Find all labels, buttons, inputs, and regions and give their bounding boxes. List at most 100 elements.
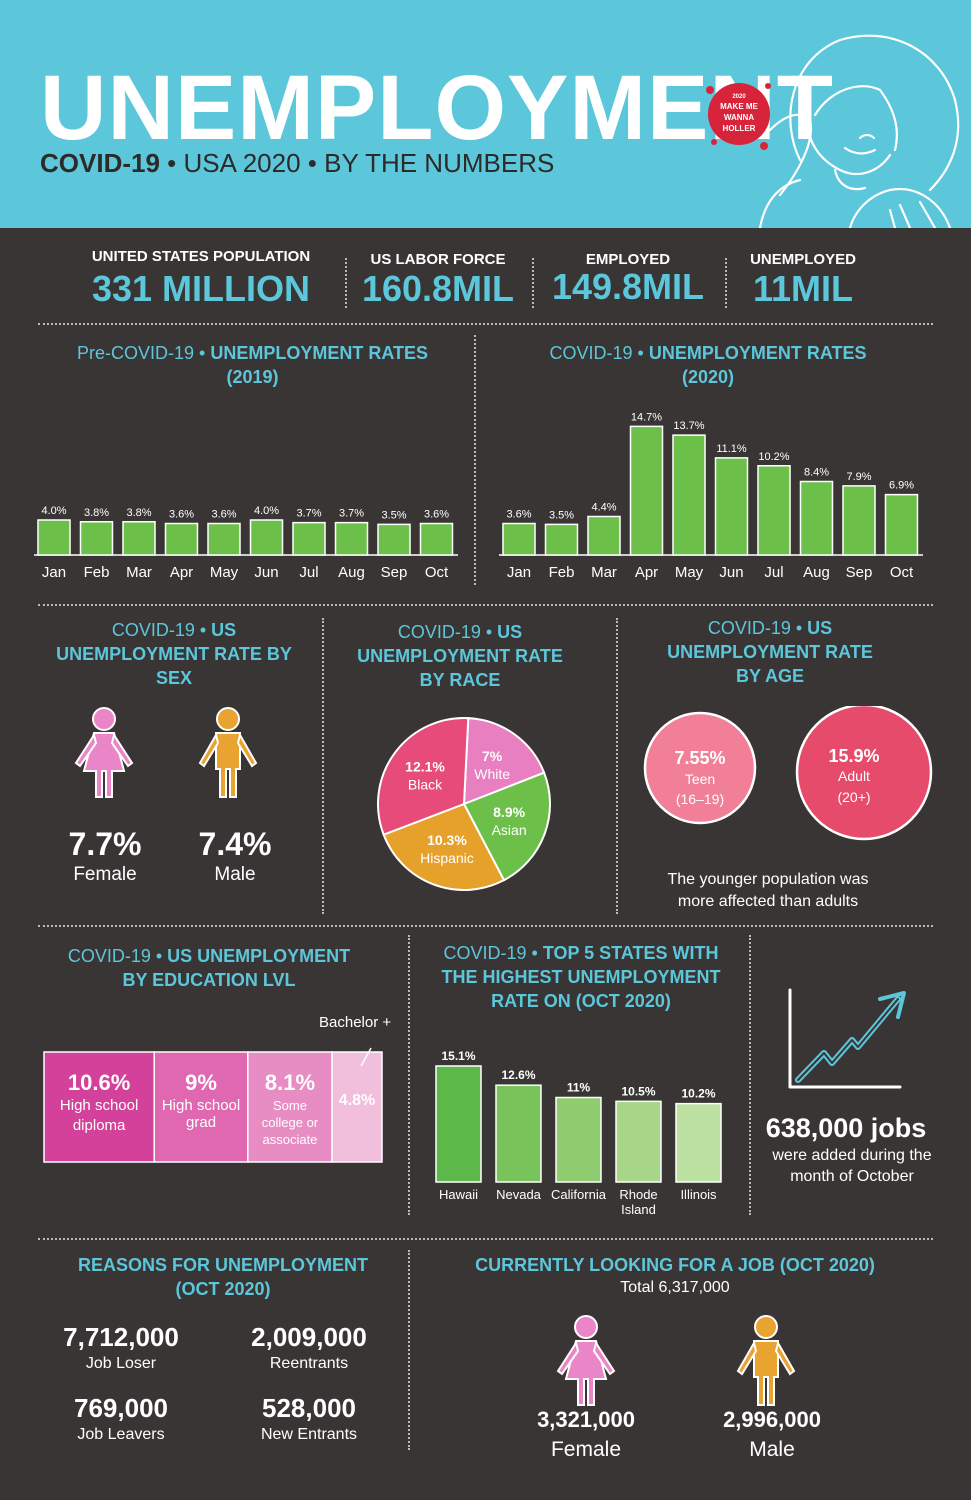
- age-title-a: COVID-19 •: [707, 618, 808, 638]
- divider: [38, 925, 933, 927]
- reason-job-loser-value: 7,712,000: [63, 1322, 179, 1352]
- sex-title: COVID-19 • US UNEMPLOYMENT RATE BY SEX: [40, 618, 308, 690]
- callout-line: [360, 1047, 372, 1067]
- male-rate-label: Male: [214, 864, 256, 885]
- adult-bubble: [795, 706, 933, 841]
- bar-value-label: 10.2%: [681, 1087, 715, 1101]
- age-bubbles: 7.55% Teen (16–19) 15.9% Adult (20+): [643, 706, 933, 841]
- covid-rates-title: COVID-19 • UNEMPLOYMENT RATES (2020): [498, 341, 918, 389]
- x-tick-label: Sep: [846, 564, 873, 581]
- x-tick-label: Feb: [549, 564, 575, 581]
- stacked-segment: [43, 1051, 155, 1163]
- bar: [122, 521, 156, 556]
- male-figure-icon: [736, 1315, 796, 1406]
- x-tick-label: Apr: [635, 564, 658, 581]
- looking-title: CURRENTLY LOOKING FOR A JOB (OCT 2020): [430, 1253, 920, 1277]
- bachelor-callout: Bachelor +: [319, 1014, 392, 1031]
- male-figure-icon: [198, 707, 258, 798]
- female-rate-label: Female: [73, 864, 137, 885]
- bar: [587, 515, 621, 556]
- pie-slice: [462, 717, 546, 806]
- divider: [474, 335, 476, 585]
- sex-title-b: US UNEMPLOYMENT RATE BY SEX: [56, 620, 292, 688]
- jobs-desc-line-1: were added during the: [772, 1147, 932, 1164]
- x-tick-label: Hawaii: [439, 1187, 478, 1202]
- x-tick-label: May: [210, 564, 239, 581]
- divider: [38, 323, 933, 325]
- bar-value-label: 12.6%: [501, 1068, 535, 1082]
- reason-job-loser-label: Job Loser: [85, 1355, 157, 1372]
- x-tick-label: Aug: [338, 564, 365, 581]
- bar: [757, 465, 791, 556]
- segment-category-label: High school diploma: [60, 1097, 138, 1134]
- reasons-title-b: (OCT 2020): [175, 1279, 271, 1299]
- x-tick-label: Jul: [299, 564, 318, 581]
- pie-value-label: 8.9%: [493, 804, 525, 820]
- reason-new-entrants-value: 528,000: [262, 1393, 356, 1423]
- stat-labor-force-label: US LABOR FORCE: [370, 251, 506, 268]
- bar: [842, 485, 876, 556]
- segment-value-label: 10.6%: [68, 1070, 130, 1095]
- bar: [334, 521, 369, 556]
- bar-value-label: 3.5%: [381, 509, 406, 521]
- pre-covid-title-c: (2019): [226, 367, 279, 387]
- chart-unemployment-2020: 3.6% Jan 3.5% Feb 4.4% Mar 14.7% Apr 13.7% May 11.…: [499, 411, 923, 581]
- divider: [38, 604, 933, 606]
- reason-new-entrants-label: New Entrants: [260, 1426, 358, 1443]
- badge-line-1: 2020: [732, 94, 746, 100]
- x-tick-label: Mar: [591, 564, 617, 581]
- divider: [616, 618, 618, 914]
- bar: [629, 425, 664, 556]
- stat-unemployed-value: 11MIL: [752, 268, 854, 309]
- x-tick-label: Oct: [425, 564, 449, 581]
- bar: [502, 522, 536, 556]
- page-title: UNEMPLOYMENT: [40, 57, 834, 159]
- x-tick-label: Aug: [803, 564, 830, 581]
- teen-bubble: [643, 711, 757, 825]
- stat-employed-label: EMPLOYED: [585, 251, 671, 268]
- bar: [555, 1096, 602, 1183]
- bar-value-label: 3.6%: [506, 509, 531, 521]
- bar-value-label: 4.0%: [41, 505, 66, 517]
- race-title: COVID-19 • US UNEMPLOYMENT RATE BY RACE: [350, 620, 570, 692]
- bar-value-label: 3.8%: [84, 507, 109, 519]
- bar-value-label: 10.2%: [758, 451, 789, 463]
- badge-line-3: WANNA: [724, 113, 754, 122]
- bar-value-label: 11%: [567, 1080, 591, 1094]
- age-note-line-1: The younger population was: [667, 871, 869, 888]
- states-title-c: THE HIGHEST UNEMPLOYMENT: [441, 967, 721, 987]
- bar-value-label: 6.9%: [889, 480, 914, 492]
- age-note: The younger population was more affected…: [640, 869, 896, 913]
- bar-value-label: 3.7%: [296, 508, 321, 520]
- bar-value-label: 14.7%: [631, 411, 662, 423]
- page-subtitle: COVID-19 • USA 2020 • BY THE NUMBERS: [40, 150, 554, 176]
- x-tick-label: Illinois: [680, 1187, 717, 1202]
- stat-population-label: UNITED STATES POPULATION: [91, 248, 311, 265]
- pie-value-label: 10.3%: [427, 832, 467, 848]
- badge-line-4: HOLLER: [723, 124, 756, 133]
- reason-reentrants-value: 2,009,000: [251, 1322, 367, 1352]
- bar-value-label: 13.7%: [673, 420, 704, 432]
- bar: [292, 521, 326, 556]
- bar-value-label: 11.1%: [716, 443, 747, 455]
- badge-line-2: MAKE ME: [720, 102, 758, 111]
- education-title-c: BY EDUCATION LVL: [122, 970, 296, 990]
- bar-value-label: 4.0%: [254, 505, 279, 517]
- divider: [38, 1238, 933, 1240]
- bar-value-label: 10.5%: [621, 1084, 655, 1098]
- states-title-b: TOP 5 STATES WITH: [542, 943, 719, 963]
- pie-category-label: White: [474, 766, 510, 782]
- stat-population-value: 331 MILLION: [91, 268, 311, 309]
- sex-title-a: COVID-19 •: [111, 620, 212, 640]
- segment-value-label: 9%: [185, 1070, 217, 1095]
- x-tick-label: Feb: [84, 564, 110, 581]
- jobs-added-desc: were added during the month of October: [756, 1145, 948, 1187]
- female-figure-icon: [74, 707, 134, 798]
- states-title-d: RATE ON (OCT 2020): [491, 991, 671, 1011]
- bar: [544, 523, 579, 556]
- looking-female-label: Female: [550, 1438, 622, 1461]
- adult-label: Adult: [838, 768, 870, 784]
- subtitle-rest: • USA 2020 • BY THE NUMBERS: [159, 148, 555, 178]
- pre-covid-title-b: UNEMPLOYMENT RATES: [210, 343, 428, 363]
- x-tick-label: May: [675, 564, 704, 581]
